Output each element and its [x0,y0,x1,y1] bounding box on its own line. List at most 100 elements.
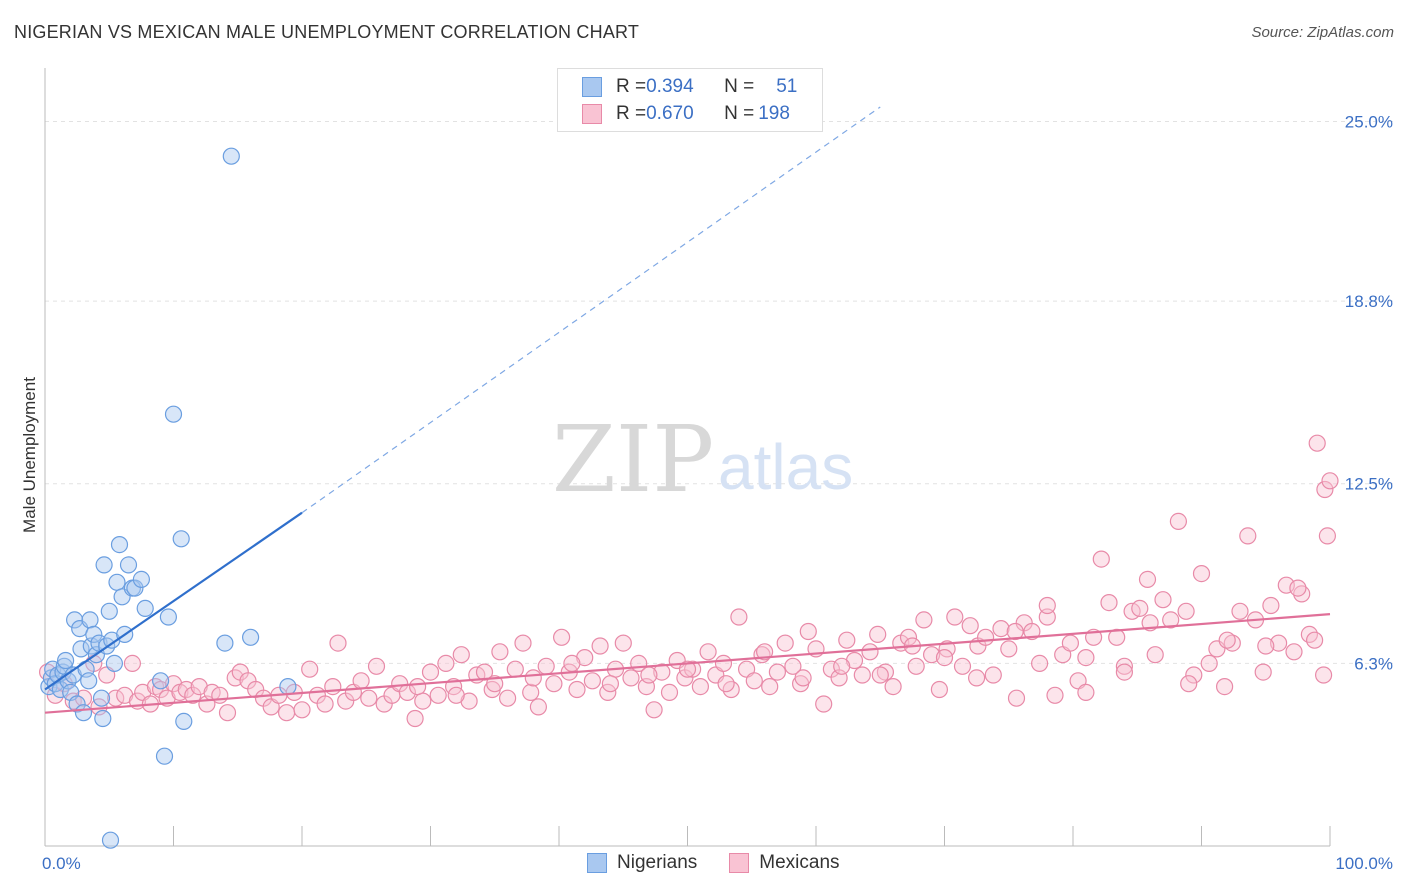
mexicans-point-88 [699,643,717,661]
mexicans-point-86 [683,660,702,678]
mexicans-point-74 [591,637,609,655]
nigerians-point-39 [136,599,154,618]
legend-swatch-mexicans [582,104,602,124]
mexicans-point-92 [730,608,748,626]
mexicans-point-137 [1077,648,1095,667]
mexicans-point-35 [293,701,311,719]
mexicans-point-90 [714,654,733,673]
legend-r-value: 0.670 [646,103,694,124]
mexicans-point-78 [622,669,640,687]
mexicans-point-189 [717,675,735,693]
mexicans-point-172 [1314,666,1333,684]
mexicans-point-52 [421,663,440,681]
mexicans-point-24 [211,686,229,704]
mexicans-point-188 [755,643,774,661]
mexicans-point-185 [871,666,889,684]
mexicans-point-125 [984,666,1002,684]
mexicans-point-144 [1131,599,1149,618]
mexicans-point-196 [447,686,465,704]
mexicans-point-110 [869,625,887,644]
x-tick-label-0: 0.0% [42,854,81,873]
mexicans-point-127 [1000,640,1018,658]
mexicans-point-157 [1231,602,1249,620]
nigerians-point-50 [101,831,120,849]
mexicans-point-176 [1180,675,1198,693]
mexicans-point-71 [568,680,586,699]
trend-lines [44,106,1331,714]
mexicans-point-68 [545,675,563,693]
mexicans-point-53 [429,686,447,704]
nigerians-point-26 [95,556,113,574]
legend-n-label: N = [724,103,755,124]
mexicans-point-66 [529,698,548,716]
mexicans-point-162 [1269,634,1288,652]
mexicans-point-128 [1007,689,1026,707]
mexicans-point-155 [1215,677,1234,696]
mexicans-point-96 [761,677,779,696]
y-tick-label-3: 25.0% [1345,112,1393,131]
mexicans-point-65 [522,683,540,702]
legend-label-mexicans: Mexicans [759,852,840,873]
mexicans-point-54 [437,654,455,673]
nigerians-point-49 [279,677,297,696]
mexicans-point-36 [301,660,319,678]
mexicans-point-62 [499,689,517,707]
mexicans-point-181 [1006,622,1024,641]
mexicans-point-45 [367,657,386,675]
mexicans-point-109 [861,643,879,661]
mexicans-point-117 [922,646,941,664]
legend-swatch-nigerians [587,853,607,873]
series-legend: Nigerians Mexicans [587,852,872,874]
mexicans-point-152 [1192,564,1211,583]
mexicans-point-50 [406,709,424,728]
nigerians-point-45 [175,712,193,731]
mexicans-trend-line [44,613,1331,714]
legend-n-value: 51 [776,76,798,97]
nigerians-point-16 [74,704,93,722]
y-tick-label-2: 18.8% [1345,292,1393,311]
mexicans-point-179 [1077,683,1095,702]
legend-r-value: 0.394 [646,76,694,97]
source-credit: Source: ZipAtlas.com [1251,24,1394,41]
nigerians-point-15 [72,640,90,658]
legend-n-label: N = [724,76,755,97]
mexicans-point-147 [1154,591,1172,609]
mexicans-point-191 [640,666,658,684]
mexicans-point-82 [653,663,671,681]
mexicans-point-135 [1061,634,1080,652]
nigerians-point-18 [80,672,98,690]
mexicans-point-99 [784,657,802,675]
tick-labels: 6.3% 12.5% 18.8% 25.0% 0.0% 100.0% [42,112,1393,873]
mexicans-point-186 [833,657,851,675]
x-tick-label-1: 100.0% [1335,854,1393,873]
y-tick-label-0: 6.3% [1354,654,1393,673]
mexicans-point-43 [352,672,370,690]
mexicans-point-83 [660,683,679,702]
watermark-zip: ZIP [552,406,714,513]
nigerians-point-43 [164,405,183,423]
mexicans-point-174 [1257,637,1275,655]
mexicans-point-151 [1185,666,1203,684]
chart-title: NIGERIAN VS MEXICAN MALE UNEMPLOYMENT CO… [14,22,640,42]
legend-item-nigerians[interactable]: Nigerians [587,852,697,874]
mexicans-point-69 [552,628,571,646]
legend-n-value: 198 [758,103,790,124]
mexicans-point-194 [524,669,542,687]
mexicans-point-108 [853,666,871,684]
mexicans-point-112 [884,677,902,696]
mexicans-point-169 [1321,472,1339,490]
legend-row-nigerians: R = 0.394 N = 51 [582,74,797,100]
mexicans-point-142 [1115,657,1134,675]
mexicans-point-114 [899,628,918,646]
mexicans-point-139 [1092,550,1110,568]
mexicans-point-140 [1100,593,1118,612]
mexicans-point-175 [1218,631,1236,649]
nigerians-point-8 [56,651,75,670]
mexicans-point-145 [1138,570,1157,589]
legend-item-mexicans[interactable]: Mexicans [729,852,840,874]
mexicans-point-101 [799,622,817,641]
mexicans-point-124 [976,628,995,646]
mexicans-point-103 [815,695,833,713]
nigerians-point-37 [126,579,144,597]
nigerians-point-48 [242,628,260,646]
